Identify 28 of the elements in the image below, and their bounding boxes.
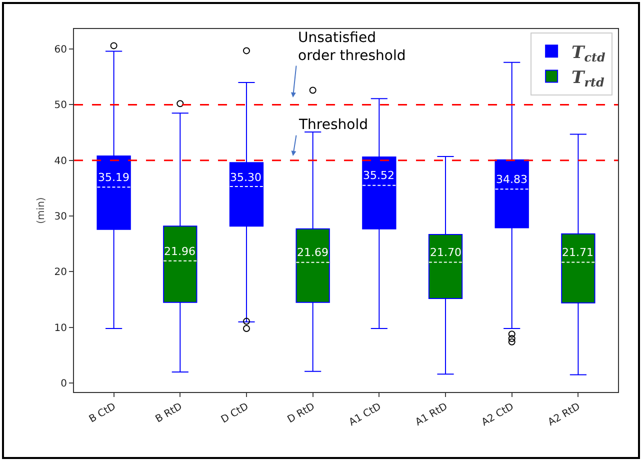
y-tick-label: 30 (54, 212, 67, 223)
y-axis-title: (min) (36, 197, 47, 224)
y-tick-label: 0 (60, 378, 67, 390)
x-tick-label: B RtD (154, 401, 184, 426)
y-tick-label: 60 (54, 44, 67, 56)
x-tick-label: B CtD (87, 401, 118, 426)
text: 34.83 (496, 173, 528, 186)
x-tick-label: D RtD (286, 401, 318, 426)
y-tick-label: 10 (54, 322, 67, 334)
y-tick-label: 20 (54, 267, 67, 278)
text: 21.71 (562, 246, 594, 259)
x-tick-label: D CtD (219, 401, 251, 426)
ref-line-label: Unsatisfied order threshold (298, 30, 406, 64)
legend-label: T$_{rtd}$ (572, 68, 605, 90)
text: 35.19 (98, 171, 130, 184)
text: 35.52 (363, 169, 394, 182)
legend-label: T$_{ctd}$ (572, 42, 606, 64)
x-tick-label: A1 CtD (347, 401, 384, 428)
text: 35.30 (230, 171, 262, 184)
text: 21.69 (297, 246, 328, 259)
x-tick-label: A2 RtD (546, 401, 582, 428)
ref-line-label: Threshold (298, 117, 368, 133)
x-tick-label: A2 CtD (480, 401, 516, 428)
text: 21.70 (430, 246, 462, 259)
y-tick-label: 40 (54, 156, 67, 167)
x-tick-label: A1 RtD (414, 401, 450, 428)
y-tick-label: 50 (54, 100, 67, 112)
text: 21.96 (164, 245, 196, 258)
